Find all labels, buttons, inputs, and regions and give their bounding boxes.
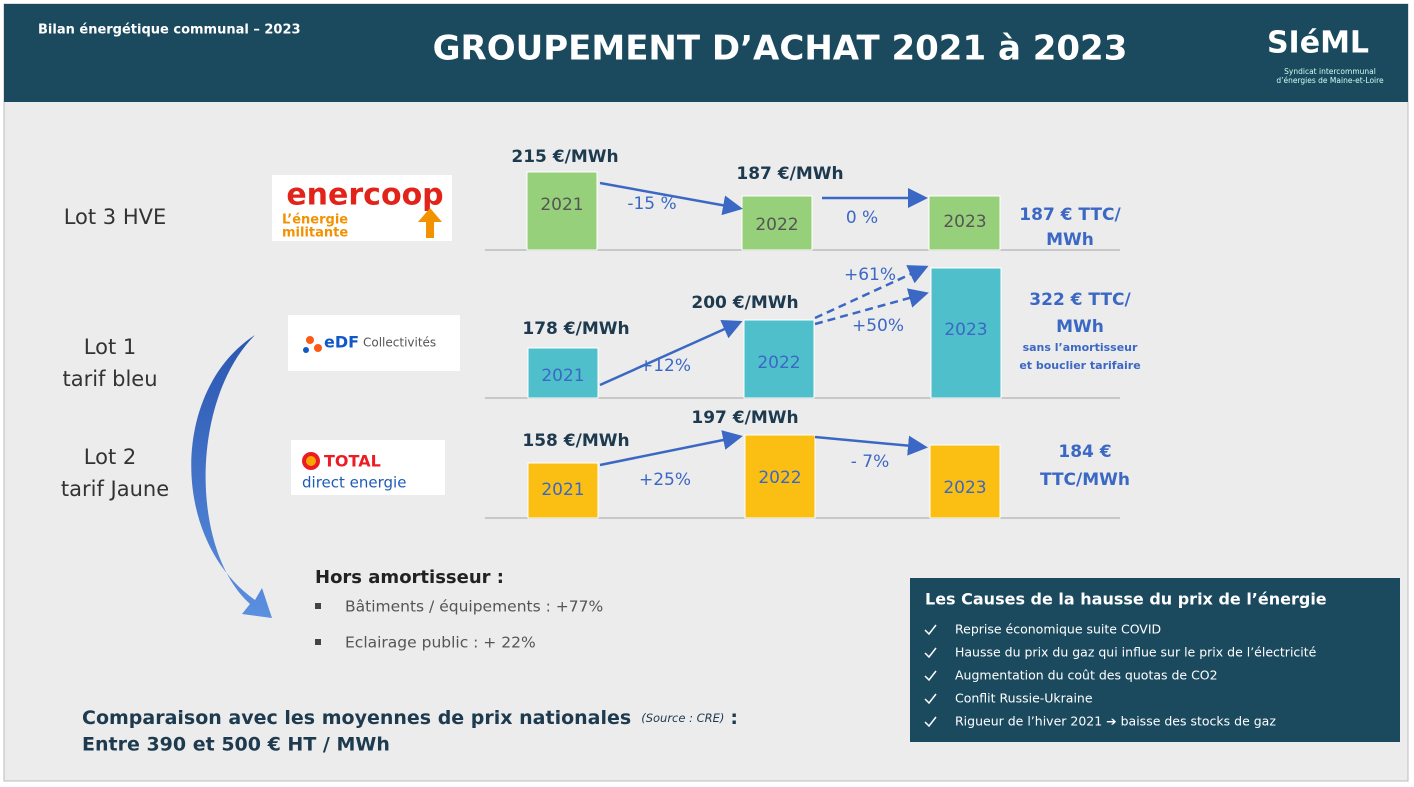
year: 2022	[758, 468, 801, 488]
supplier: enercoop	[286, 178, 443, 213]
bar	[928, 195, 1001, 251]
curved-arrow	[191, 335, 272, 618]
bar	[527, 347, 599, 399]
logo-icon	[306, 456, 316, 466]
price: 215 €/MWh	[511, 147, 618, 167]
comparison-colon: :	[730, 707, 738, 729]
logo-box	[272, 175, 452, 241]
cause-item: Hausse du prix du gaz qui influe sur le …	[955, 645, 1317, 660]
bar	[930, 267, 1002, 399]
bar	[929, 444, 1001, 519]
causes-title: Les Causes de la hausse du prix de l’éne…	[925, 590, 1327, 609]
check	[924, 693, 937, 705]
year: 2023	[943, 212, 986, 232]
lot-label: tarif Jaune	[61, 477, 169, 501]
supplier-tagline: militante	[282, 226, 348, 241]
check	[924, 670, 937, 682]
supplier-detail: Collectivités	[363, 336, 436, 350]
arrow	[814, 265, 929, 320]
supplier-tagline: L’énergie	[282, 213, 348, 228]
year: 2022	[755, 215, 798, 235]
causes-box	[910, 578, 1400, 742]
change: +12%	[639, 356, 691, 376]
year: 2021	[540, 195, 583, 215]
final-price: TTC/MWh	[1040, 470, 1130, 490]
header-band	[4, 4, 1408, 102]
final-price: MWh	[1046, 230, 1094, 250]
final-price: 322 € TTC/	[1029, 290, 1131, 310]
arrow	[814, 288, 929, 326]
lot-label: Lot 1	[84, 335, 136, 359]
supplier: TOTAL	[324, 452, 381, 471]
price: 158 €/MWh	[522, 431, 629, 451]
logo-icon	[418, 208, 442, 238]
change: - 7%	[851, 452, 890, 472]
hors-title: Hors amortisseur :	[315, 567, 504, 588]
note: et bouclier tarifaire	[1019, 359, 1140, 372]
price: 187 €/MWh	[736, 164, 843, 184]
logo-icon	[314, 344, 322, 352]
check	[924, 716, 937, 728]
bar	[741, 195, 813, 251]
bullet	[315, 603, 321, 609]
final-price: 184 €	[1058, 442, 1111, 462]
year: 2021	[541, 366, 584, 386]
logo-icon	[303, 347, 309, 353]
comparison: Comparaison avec les moyennes de prix na…	[82, 707, 738, 729]
causes-list: Reprise économique suite COVID Hausse du …	[924, 622, 1317, 729]
comparison-text: Comparaison avec les moyennes de prix na…	[82, 707, 631, 729]
year: 2022	[757, 353, 800, 373]
title: GROUPEMENT D’ACHAT 2021 à 2023	[433, 29, 1128, 69]
check	[924, 647, 937, 659]
change: +50%	[852, 316, 904, 336]
check	[924, 624, 937, 636]
change: -15 %	[627, 194, 676, 214]
bullet	[315, 639, 321, 645]
logo-caption: d’énergies de Maine-et-Loire	[1276, 76, 1384, 85]
year: 2023	[944, 320, 987, 340]
comparison-range: Entre 390 et 500 € HT / MWh	[82, 734, 390, 756]
cause-item: Augmentation du coût des quotas de CO2	[955, 668, 1218, 683]
arrow	[599, 181, 743, 216]
hors-item: Bâtiments / équipements : +77%	[345, 598, 603, 616]
year: 2021	[541, 480, 584, 500]
lot-label: tarif bleu	[62, 367, 157, 391]
cause-item: Rigueur de l’hiver 2021 ➔ baisse des sto…	[955, 714, 1276, 729]
logo-box	[288, 315, 460, 371]
final-price: MWh	[1056, 317, 1104, 337]
lot-label: Lot 2	[84, 445, 136, 469]
cause-item: Reprise économique suite COVID	[955, 622, 1161, 637]
bar	[743, 319, 815, 399]
arrow	[814, 435, 928, 456]
supplier-detail: direct energie	[302, 474, 406, 492]
arrow	[599, 430, 743, 467]
change: +25%	[639, 470, 691, 490]
logo-icon	[306, 336, 314, 344]
supplier: eDF	[324, 333, 359, 352]
bar	[744, 434, 816, 519]
price: 178 €/MWh	[522, 319, 629, 339]
subtitle: Bilan énergétique communal – 2023	[38, 23, 301, 38]
final-price: 187 € TTC/	[1019, 205, 1121, 225]
arrow	[599, 320, 743, 387]
comparison-source: (Source : CRE)	[641, 711, 724, 725]
logo: SIéML	[1267, 26, 1369, 61]
price: 200 €/MWh	[691, 293, 798, 313]
bar	[527, 462, 599, 519]
year: 2023	[943, 478, 986, 498]
bar	[526, 171, 598, 251]
change: +61%	[844, 265, 896, 285]
note: sans l’amortisseur	[1023, 341, 1138, 354]
change: 0 %	[846, 208, 878, 228]
logo-caption: Syndicat intercommunal	[1284, 67, 1376, 76]
price: 197 €/MWh	[691, 408, 798, 428]
lot-label: Lot 3 HVE	[64, 205, 167, 229]
hors-item: Eclairage public : + 22%	[345, 634, 536, 652]
cause-item: Conflit Russie-Ukraine	[955, 691, 1093, 706]
